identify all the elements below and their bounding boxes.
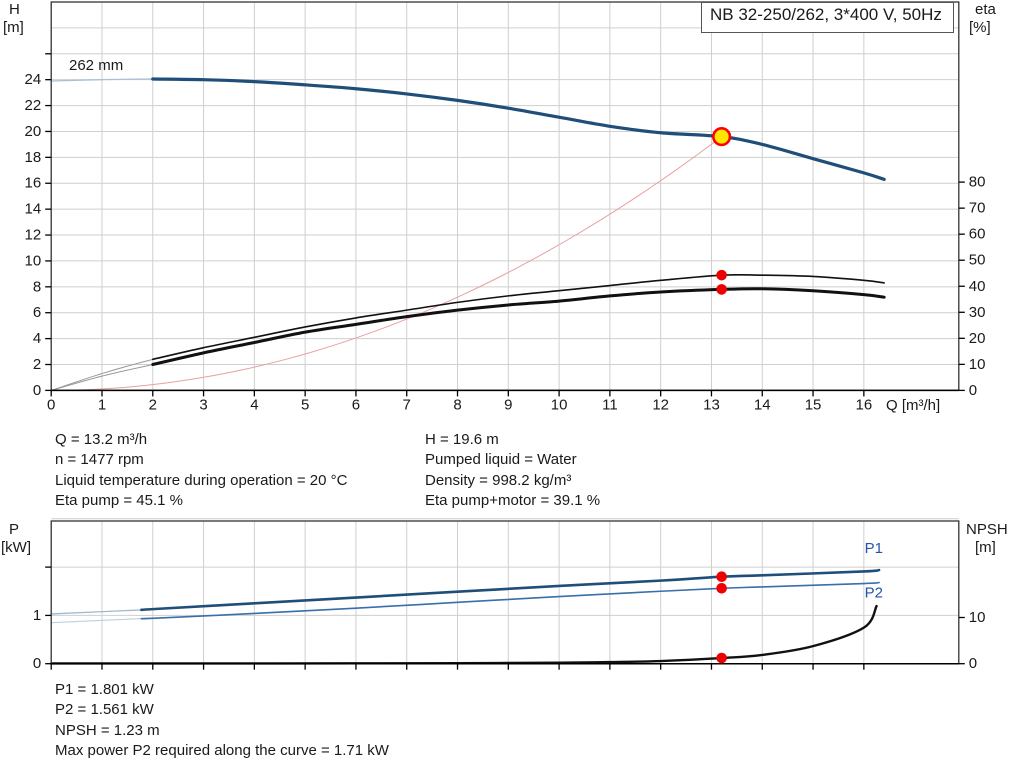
- svg-text:6: 6: [352, 396, 360, 413]
- svg-text:0: 0: [33, 382, 41, 399]
- svg-text:2: 2: [33, 356, 41, 373]
- svg-text:0: 0: [33, 655, 41, 672]
- svg-text:80: 80: [969, 174, 986, 191]
- svg-text:4: 4: [250, 396, 258, 413]
- svg-text:13: 13: [703, 396, 720, 413]
- svg-text:5: 5: [301, 396, 309, 413]
- svg-text:10: 10: [969, 609, 986, 626]
- svg-text:0: 0: [969, 655, 977, 672]
- svg-text:20: 20: [969, 330, 986, 347]
- svg-text:18: 18: [25, 149, 42, 166]
- svg-text:7: 7: [403, 396, 411, 413]
- svg-text:4: 4: [33, 330, 41, 347]
- svg-text:15: 15: [805, 396, 822, 413]
- svg-text:14: 14: [25, 201, 42, 218]
- svg-text:16: 16: [855, 396, 872, 413]
- svg-text:20: 20: [25, 123, 42, 140]
- svg-text:24: 24: [25, 71, 42, 88]
- svg-text:70: 70: [969, 200, 986, 217]
- svg-text:12: 12: [652, 396, 669, 413]
- svg-text:1: 1: [33, 607, 41, 624]
- svg-text:6: 6: [33, 304, 41, 321]
- svg-text:P2: P2: [865, 585, 883, 602]
- svg-text:60: 60: [969, 226, 986, 243]
- svg-text:14: 14: [754, 396, 771, 413]
- svg-text:P1: P1: [865, 540, 883, 557]
- svg-text:8: 8: [453, 396, 461, 413]
- svg-text:10: 10: [969, 356, 986, 373]
- svg-text:9: 9: [504, 396, 512, 413]
- svg-text:0: 0: [47, 396, 55, 413]
- svg-text:12: 12: [25, 227, 42, 244]
- svg-text:10: 10: [25, 252, 42, 269]
- svg-text:10: 10: [551, 396, 568, 413]
- svg-text:11: 11: [602, 396, 618, 413]
- svg-text:16: 16: [25, 175, 42, 192]
- svg-text:22: 22: [25, 97, 42, 114]
- svg-text:0: 0: [969, 382, 977, 399]
- svg-text:3: 3: [199, 396, 207, 413]
- svg-text:40: 40: [969, 278, 986, 295]
- svg-text:30: 30: [969, 304, 986, 321]
- svg-text:2: 2: [149, 396, 157, 413]
- svg-text:1: 1: [98, 396, 106, 413]
- svg-text:8: 8: [33, 278, 41, 295]
- svg-text:50: 50: [969, 252, 986, 269]
